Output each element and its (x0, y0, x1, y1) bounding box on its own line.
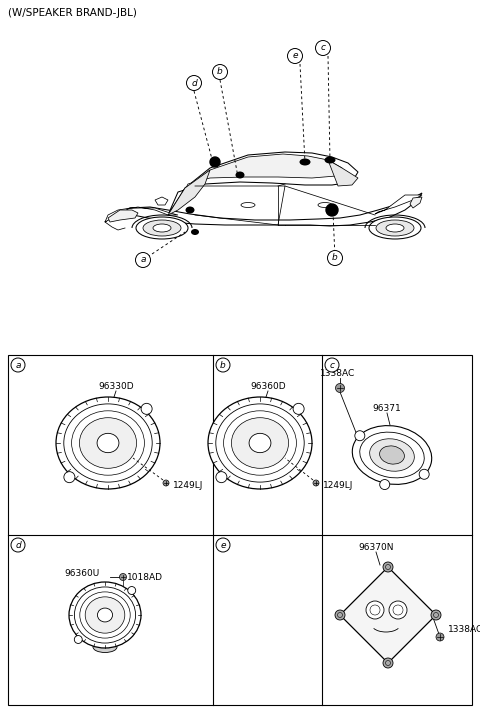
Circle shape (64, 471, 75, 483)
Text: 1338AC: 1338AC (320, 369, 356, 378)
Text: 96360U: 96360U (65, 569, 100, 578)
Circle shape (431, 610, 441, 620)
Polygon shape (340, 567, 436, 663)
Ellipse shape (249, 433, 271, 452)
Circle shape (419, 469, 429, 479)
Ellipse shape (236, 172, 244, 179)
Circle shape (355, 430, 365, 441)
Circle shape (74, 635, 82, 644)
Text: c: c (321, 43, 325, 52)
Polygon shape (410, 197, 422, 208)
Text: 96370N: 96370N (358, 543, 394, 552)
Polygon shape (328, 160, 358, 186)
Circle shape (288, 48, 302, 64)
Text: b: b (220, 360, 226, 369)
Text: (W/SPEAKER BRAND-JBL): (W/SPEAKER BRAND-JBL) (8, 8, 137, 18)
Circle shape (216, 538, 230, 552)
Ellipse shape (208, 397, 312, 489)
Polygon shape (168, 170, 210, 215)
Text: 1018AD: 1018AD (127, 572, 163, 581)
Text: 96371: 96371 (372, 404, 401, 413)
Polygon shape (105, 193, 422, 226)
Circle shape (383, 658, 393, 668)
Text: d: d (15, 540, 21, 549)
Text: e: e (292, 52, 298, 60)
Circle shape (436, 633, 444, 641)
Circle shape (335, 610, 345, 620)
Ellipse shape (89, 632, 121, 647)
Ellipse shape (241, 203, 255, 208)
Circle shape (315, 40, 331, 55)
Text: 1249LJ: 1249LJ (323, 481, 353, 489)
Ellipse shape (231, 418, 288, 469)
Text: b: b (217, 67, 223, 77)
Text: d: d (191, 79, 197, 87)
Circle shape (120, 574, 127, 581)
Circle shape (366, 601, 384, 619)
Ellipse shape (324, 157, 336, 164)
Polygon shape (185, 154, 342, 190)
Text: a: a (140, 255, 146, 264)
Circle shape (11, 358, 25, 372)
Circle shape (187, 75, 202, 91)
Text: c: c (329, 360, 335, 369)
Circle shape (293, 403, 304, 414)
Text: 96360D: 96360D (250, 382, 286, 391)
Circle shape (135, 252, 151, 267)
Ellipse shape (380, 446, 405, 464)
Ellipse shape (352, 425, 432, 484)
Polygon shape (375, 195, 422, 214)
Circle shape (327, 250, 343, 265)
Ellipse shape (153, 224, 171, 232)
Circle shape (326, 204, 338, 216)
Ellipse shape (56, 397, 160, 489)
Circle shape (336, 384, 345, 393)
Circle shape (313, 480, 319, 486)
Bar (8, 355, 472, 705)
Ellipse shape (97, 433, 119, 452)
Circle shape (383, 562, 393, 572)
Circle shape (216, 471, 227, 483)
Circle shape (213, 65, 228, 79)
Circle shape (325, 358, 339, 372)
Ellipse shape (370, 439, 414, 471)
Text: b: b (332, 254, 338, 262)
Ellipse shape (300, 159, 311, 165)
Ellipse shape (376, 220, 414, 236)
Circle shape (11, 538, 25, 552)
Ellipse shape (191, 229, 199, 235)
Ellipse shape (386, 224, 404, 232)
Polygon shape (105, 207, 178, 222)
Ellipse shape (318, 203, 332, 208)
Polygon shape (168, 152, 358, 215)
Circle shape (128, 586, 136, 594)
Ellipse shape (85, 597, 125, 633)
Ellipse shape (369, 217, 421, 239)
Ellipse shape (143, 220, 181, 236)
Ellipse shape (185, 206, 194, 213)
Text: 1249LJ: 1249LJ (173, 481, 204, 489)
Ellipse shape (79, 418, 137, 469)
Circle shape (210, 157, 220, 167)
Circle shape (216, 358, 230, 372)
Polygon shape (108, 210, 138, 222)
Text: a: a (15, 360, 21, 369)
Circle shape (141, 403, 152, 414)
Text: 96330D: 96330D (98, 382, 134, 391)
Circle shape (389, 601, 407, 619)
Ellipse shape (93, 642, 117, 652)
Polygon shape (155, 197, 168, 205)
Ellipse shape (97, 608, 112, 622)
Ellipse shape (136, 217, 188, 239)
Text: 1338AC: 1338AC (448, 625, 480, 634)
Circle shape (380, 479, 390, 489)
Text: e: e (220, 540, 226, 549)
Circle shape (163, 480, 169, 486)
Ellipse shape (69, 582, 141, 648)
